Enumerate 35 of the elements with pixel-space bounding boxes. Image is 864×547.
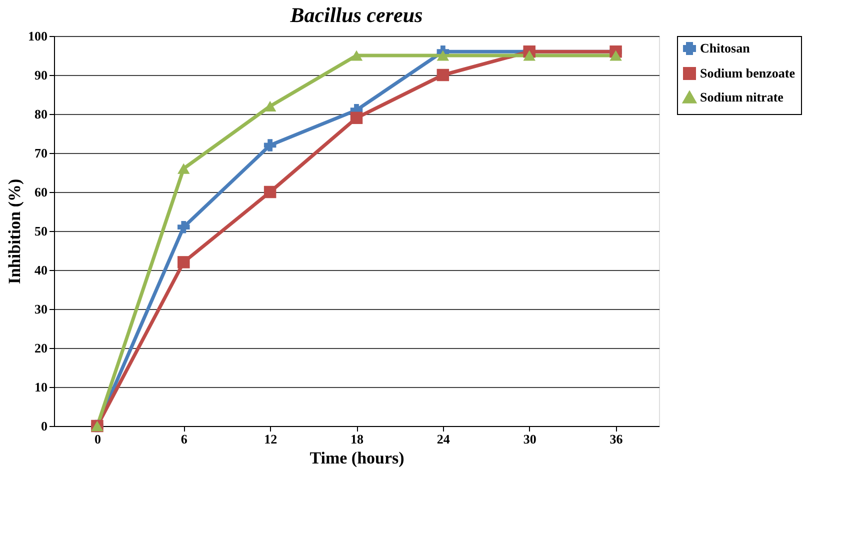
legend-label: Sodium nitrate xyxy=(700,90,784,104)
y-tick-label: 80 xyxy=(34,106,48,122)
x-axis-title: Time (hours) xyxy=(310,448,404,468)
x-tick-label: 0 xyxy=(94,432,101,446)
x-tick-label: 24 xyxy=(436,432,450,446)
y-tick-label: 10 xyxy=(34,380,48,394)
point xyxy=(350,112,363,124)
y-tick-label: 100 xyxy=(28,28,48,44)
legend-label: Sodium benzoate xyxy=(700,66,796,80)
y-axis-title: Inhibition (%) xyxy=(5,178,24,284)
point xyxy=(523,50,536,61)
point xyxy=(436,50,450,61)
point xyxy=(264,139,276,152)
chart-title: Bacillus cereus xyxy=(289,3,423,27)
y-tick-label: 70 xyxy=(34,146,48,160)
point xyxy=(178,256,190,268)
point xyxy=(178,220,190,234)
y-tick-label: 40 xyxy=(34,262,48,278)
x-tick-label: 6 xyxy=(180,432,188,446)
point xyxy=(610,50,622,61)
point xyxy=(264,186,276,198)
y-tick-label: 90 xyxy=(34,68,48,82)
x-tick-label: 36 xyxy=(610,432,624,446)
y-tick-label: 20 xyxy=(34,340,48,356)
x-tick-label: 18 xyxy=(350,432,364,446)
y-tick-label: 50 xyxy=(34,224,48,238)
point xyxy=(350,50,363,61)
y-tick-label: 0 xyxy=(41,418,48,434)
y-tick-label: 30 xyxy=(34,302,48,316)
point xyxy=(178,163,190,174)
x-tick-label: 12 xyxy=(264,432,278,446)
legend-label: Chitosan xyxy=(700,40,751,56)
x-tick-label: 30 xyxy=(523,432,536,446)
y-tick-label: 60 xyxy=(34,184,48,200)
point xyxy=(436,68,450,82)
